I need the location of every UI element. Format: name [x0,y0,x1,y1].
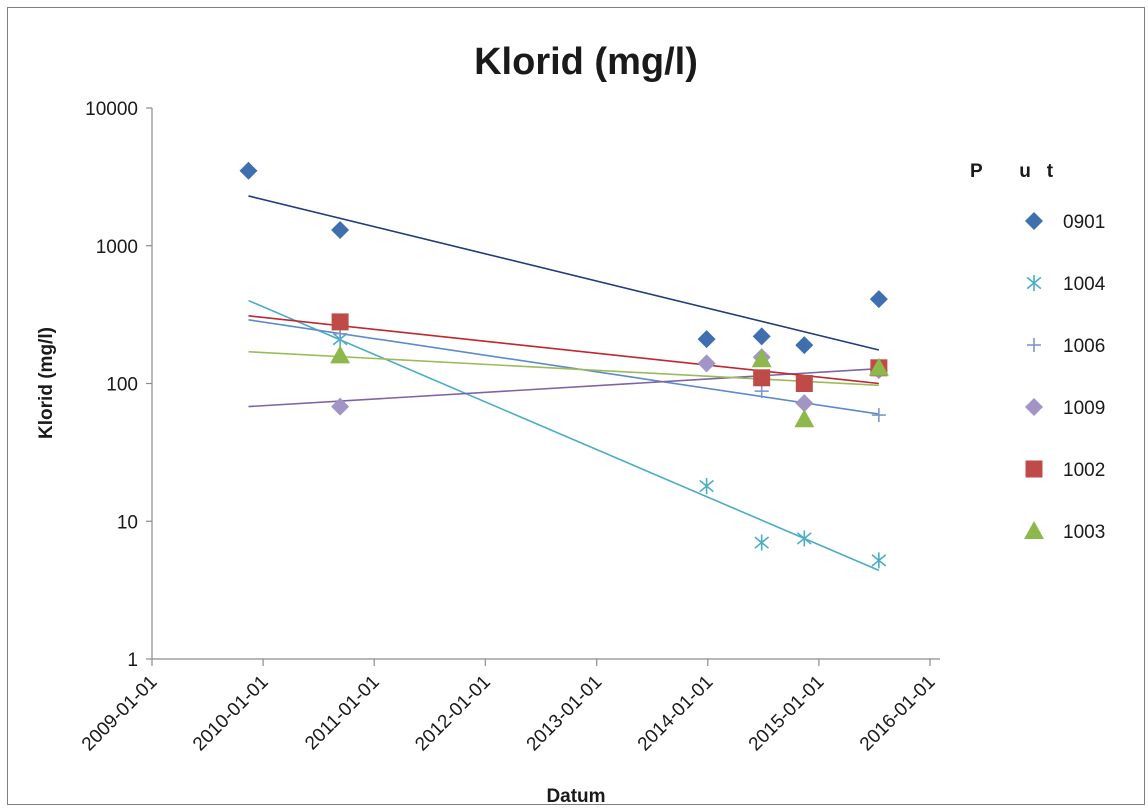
trendline-1002 [248,315,879,385]
x-tick-label: 2013-01-01 [523,672,607,756]
x-tick-label: 2011-01-01 [301,672,384,755]
y-tick-label: 1 [127,650,138,671]
x-tick-label: 2016-01-01 [856,672,940,756]
data-point-1003 [330,345,351,364]
y-tick-label: 100 [106,375,138,396]
trendlines [248,195,880,572]
data-point-1002 [753,369,771,387]
data-point-1009 [331,397,350,416]
trendline-1006 [248,319,879,415]
data-point-1002 [795,375,813,392]
data-point-0901 [331,221,350,240]
data-point-0901 [869,290,888,309]
trendline-1009 [248,367,879,408]
trendline-0901 [248,195,880,351]
x-tick-label: 2009-01-01 [78,672,162,756]
y-tick-label: 10 [117,512,138,533]
data-point-1004 [699,478,714,495]
y-tick-label: 1000 [96,237,138,258]
legend-marker-1009 [1025,398,1043,416]
legend-marker-0901 [1025,212,1043,230]
legend-marker-1003 [1024,521,1044,539]
data-point-1009 [697,354,716,373]
y-axis-label: Klorid (mg/l) [36,327,57,439]
legend: P u t 0901 1004 1006 1009 1002 1003 [970,161,1106,543]
y-tick-label: 10000 [85,99,138,120]
trendline-1004 [248,299,880,572]
data-point-1004 [871,552,887,569]
data-point-1009 [795,394,814,413]
x-tick-label: 2012-01-01 [411,672,495,756]
legend-label-1003: 1003 [1063,522,1105,543]
data-point-1003 [751,349,772,368]
data-point-0901 [752,327,771,346]
data-point-1004 [796,530,812,547]
legend-marker-1004 [1026,275,1042,291]
x-tick-label: 2015-01-01 [745,672,829,756]
legend-title: P u t [970,161,1054,182]
legend-marker-1006 [1027,338,1041,352]
data-point-1003 [868,357,889,376]
legend-label-1002: 1002 [1063,460,1105,481]
data-point-1002 [331,313,349,331]
legend-label-1009: 1009 [1063,398,1105,419]
data-point-1004 [754,534,770,551]
data-point-1006 [754,384,769,399]
chart-title: Klorid (mg/l) [474,41,698,83]
legend-label-0901: 0901 [1063,212,1105,233]
x-tick-label: 2010-01-01 [189,672,273,756]
x-tick-label: 2014-01-01 [634,672,718,756]
legend-label-1006: 1006 [1063,336,1105,357]
data-point-1003 [794,409,815,428]
legend-marker-1002 [1025,460,1043,478]
data-markers [239,161,889,569]
data-point-0901 [697,330,716,349]
data-point-0901 [239,161,258,180]
x-axis-label: Datum [546,786,605,807]
data-point-0901 [795,336,814,355]
legend-label-1004: 1004 [1063,274,1106,295]
trendline-1003 [248,350,879,387]
chart-frame [7,7,1145,805]
data-point-1006 [871,408,886,423]
